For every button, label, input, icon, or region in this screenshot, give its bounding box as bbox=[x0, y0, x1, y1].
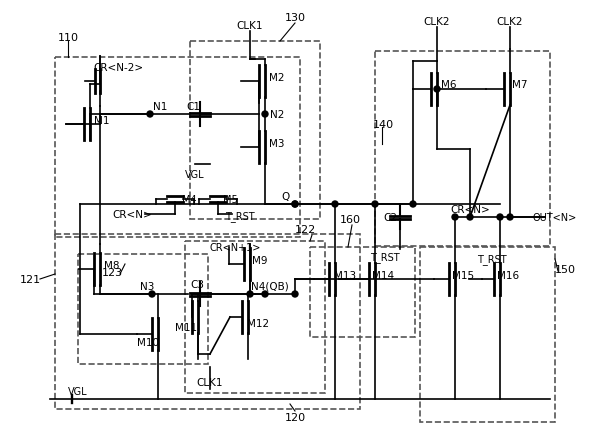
Circle shape bbox=[497, 214, 503, 220]
Text: M6: M6 bbox=[441, 80, 456, 90]
Text: 140: 140 bbox=[373, 120, 394, 130]
Text: VGL: VGL bbox=[185, 170, 205, 180]
Text: Q: Q bbox=[281, 191, 289, 201]
Text: 110: 110 bbox=[58, 33, 79, 43]
Text: M15: M15 bbox=[452, 270, 474, 280]
Circle shape bbox=[262, 112, 268, 118]
Circle shape bbox=[410, 201, 416, 207]
Circle shape bbox=[452, 214, 458, 220]
Circle shape bbox=[507, 214, 513, 220]
Text: N2: N2 bbox=[270, 110, 284, 120]
Text: M4: M4 bbox=[182, 194, 197, 204]
Bar bbox=[55, 234, 360, 409]
Text: C1: C1 bbox=[186, 102, 200, 112]
Text: 160: 160 bbox=[339, 214, 361, 224]
Text: CLK2: CLK2 bbox=[424, 17, 450, 27]
Text: 150: 150 bbox=[555, 264, 575, 274]
Text: N4(QB): N4(QB) bbox=[251, 281, 289, 291]
Text: M7: M7 bbox=[513, 80, 528, 90]
Text: M14: M14 bbox=[372, 270, 394, 280]
Text: M13: M13 bbox=[334, 270, 356, 280]
Bar bbox=[420, 247, 555, 422]
Text: N1: N1 bbox=[153, 102, 167, 112]
Text: M10: M10 bbox=[137, 337, 159, 347]
Text: T_RST: T_RST bbox=[370, 252, 400, 263]
Text: CR<N+1>: CR<N+1> bbox=[209, 243, 260, 253]
Text: CR<N>: CR<N> bbox=[450, 204, 490, 214]
Text: N3: N3 bbox=[140, 281, 154, 291]
Text: M11: M11 bbox=[175, 322, 197, 332]
Text: T_RST: T_RST bbox=[477, 254, 507, 265]
Text: 120: 120 bbox=[285, 412, 306, 422]
Text: M8: M8 bbox=[104, 260, 120, 270]
Text: 130: 130 bbox=[285, 13, 306, 23]
Circle shape bbox=[292, 201, 298, 207]
Text: VGL: VGL bbox=[68, 386, 88, 396]
Bar bbox=[375, 52, 550, 247]
Text: M12: M12 bbox=[247, 318, 269, 328]
Circle shape bbox=[149, 291, 155, 297]
Text: M3: M3 bbox=[270, 139, 285, 149]
Bar bbox=[185, 241, 325, 393]
Bar bbox=[310, 247, 415, 337]
Text: CLK1: CLK1 bbox=[197, 377, 223, 387]
Text: M5: M5 bbox=[223, 194, 238, 204]
Circle shape bbox=[147, 112, 153, 118]
Bar bbox=[190, 42, 320, 220]
Circle shape bbox=[434, 87, 440, 93]
Text: M1: M1 bbox=[94, 116, 110, 126]
Bar bbox=[55, 58, 300, 237]
Text: 121: 121 bbox=[19, 274, 40, 284]
Text: OUT<N>: OUT<N> bbox=[533, 213, 577, 223]
Bar bbox=[78, 254, 208, 364]
Text: M9: M9 bbox=[252, 256, 268, 265]
Text: T_RST: T_RST bbox=[225, 211, 255, 222]
Text: CLK1: CLK1 bbox=[237, 21, 264, 31]
Text: CLK2: CLK2 bbox=[497, 17, 523, 27]
Circle shape bbox=[262, 291, 268, 297]
Text: C3: C3 bbox=[190, 279, 204, 289]
Circle shape bbox=[372, 201, 378, 207]
Circle shape bbox=[292, 201, 298, 207]
Text: C2: C2 bbox=[383, 213, 397, 223]
Circle shape bbox=[467, 214, 473, 220]
Circle shape bbox=[332, 201, 338, 207]
Text: 122: 122 bbox=[294, 224, 315, 234]
Text: M16: M16 bbox=[497, 270, 519, 280]
Text: 123: 123 bbox=[101, 267, 122, 277]
Text: M2: M2 bbox=[270, 73, 285, 83]
Circle shape bbox=[292, 291, 298, 297]
Text: CR<N-2>: CR<N-2> bbox=[93, 63, 143, 73]
Text: CR<N>: CR<N> bbox=[112, 210, 152, 220]
Circle shape bbox=[247, 291, 253, 297]
